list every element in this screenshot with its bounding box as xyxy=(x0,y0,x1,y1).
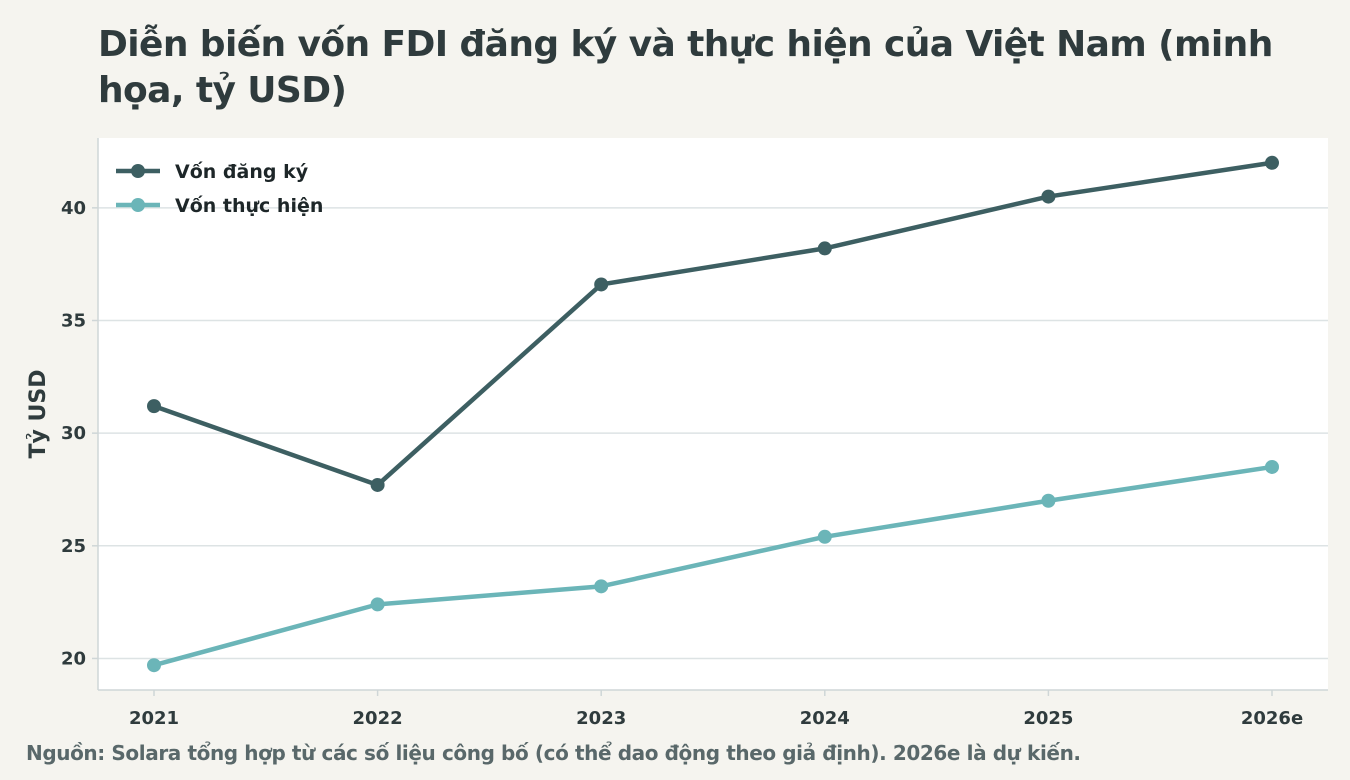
data-point xyxy=(817,529,832,544)
chart-title: Diễn biến vốn FDI đăng ký và thực hiện c… xyxy=(98,24,1273,111)
legend-label: Vốn thực hiện xyxy=(175,194,323,217)
x-tick-label: 2023 xyxy=(576,708,626,729)
legend-item: Vốn thực hiện xyxy=(116,194,323,217)
x-tick-label: 2026e xyxy=(1241,708,1303,729)
x-tick-label: 2025 xyxy=(1023,708,1073,729)
data-point xyxy=(1265,459,1279,474)
data-point xyxy=(1265,155,1279,170)
series-1 xyxy=(147,155,1279,492)
plot-area xyxy=(98,138,1328,690)
series-2 xyxy=(147,459,1279,673)
x-tick-label: 2024 xyxy=(800,708,850,729)
x-tick-label: 2021 xyxy=(129,708,179,729)
y-tick-label: 40 xyxy=(61,198,86,219)
series-line xyxy=(151,160,1275,488)
data-point xyxy=(1041,493,1056,508)
legend-swatch-marker xyxy=(131,198,145,212)
y-axis-ticks: 20 25 30 35 40 xyxy=(61,198,98,669)
legend-swatch-marker xyxy=(131,164,145,178)
y-tick-label: 35 xyxy=(61,310,86,331)
y-tick-label: 25 xyxy=(61,536,86,557)
data-point xyxy=(594,579,609,594)
data-point xyxy=(594,277,609,292)
series-line xyxy=(151,464,1275,668)
data-point xyxy=(817,241,832,256)
data-point xyxy=(1041,189,1056,204)
data-point xyxy=(147,399,161,414)
y-tick-label: 20 xyxy=(61,648,86,669)
data-point xyxy=(147,658,161,673)
grid-lines xyxy=(98,207,1328,660)
data-point xyxy=(370,597,385,612)
source-note: Nguồn: Solara tổng hợp từ các số liệu cô… xyxy=(26,741,1081,765)
legend-label: Vốn đăng ký xyxy=(175,160,309,183)
x-tick-label: 2022 xyxy=(353,708,403,729)
legend-item: Vốn đăng ký xyxy=(116,160,309,183)
y-axis-label: Tỷ USD xyxy=(26,370,51,459)
x-axis-ticks: 2021 2022 2023 2024 2025 2026e xyxy=(129,690,1303,729)
data-point xyxy=(370,477,385,492)
legend: Vốn đăng ký Vốn thực hiện xyxy=(116,160,323,217)
y-tick-label: 30 xyxy=(61,423,86,444)
series-group xyxy=(147,155,1279,673)
